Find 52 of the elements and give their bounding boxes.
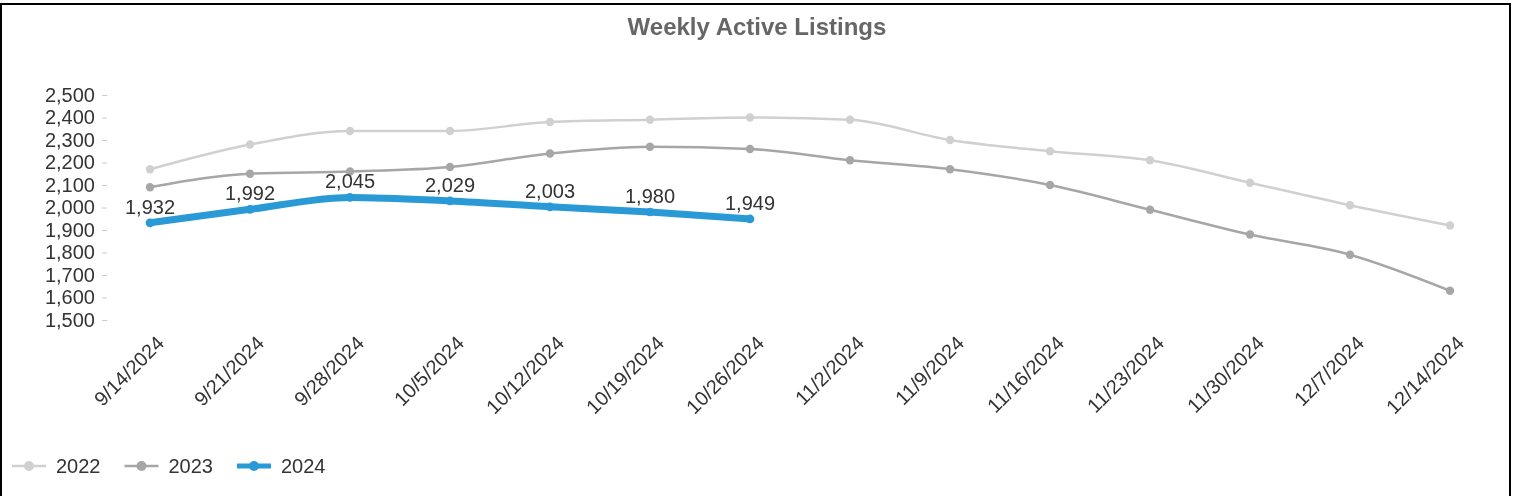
point: [545, 149, 555, 158]
point: [545, 117, 555, 127]
point: [445, 126, 455, 136]
point: [245, 140, 255, 149]
point: [945, 135, 955, 145]
point: [645, 115, 655, 124]
point: [645, 142, 655, 151]
point: [1345, 201, 1355, 210]
data-label: 1,992: [224, 182, 276, 205]
y-tick-label: 2,200: [44, 151, 95, 174]
point: [1245, 230, 1255, 239]
point: [1445, 221, 1455, 230]
legend-label: 2024: [281, 455, 326, 477]
point: [245, 204, 255, 214]
point: [1245, 178, 1255, 187]
point: [145, 165, 155, 174]
y-tick-label: 2,300: [44, 128, 95, 151]
point: [745, 144, 755, 154]
point: [445, 162, 455, 172]
point: [1345, 250, 1355, 259]
data-label: 2,029: [424, 173, 476, 196]
data-label: 1,980: [624, 185, 676, 207]
data-label: 1,932: [124, 195, 176, 218]
y-tick-label: 1,700: [44, 263, 95, 286]
y-tick-label: 1,800: [44, 241, 95, 264]
y-tick-label: 1,900: [44, 218, 95, 241]
y-tick-label: 2,500: [44, 83, 95, 106]
point: [1045, 180, 1055, 190]
y-tick-label: 2,400: [44, 106, 95, 129]
point: [245, 169, 255, 178]
point: [1045, 147, 1055, 156]
point: [345, 126, 355, 136]
legend-label: 2022: [56, 455, 101, 477]
point: [1145, 156, 1155, 165]
point: [1145, 205, 1155, 214]
data-label: 2,045: [324, 170, 376, 193]
chart-title: Weekly Active Listings: [627, 13, 887, 40]
data-label: 2,003: [524, 179, 576, 202]
y-tick-label: 2,000: [44, 196, 95, 219]
point: [345, 193, 355, 202]
y-tick-label: 1,600: [44, 286, 95, 309]
point: [845, 156, 855, 165]
point: [145, 183, 155, 192]
point: [845, 115, 855, 124]
point: [145, 218, 155, 228]
point: [745, 113, 755, 122]
legend-label: 2023: [168, 455, 213, 477]
y-tick-label: 1,500: [44, 308, 95, 331]
y-tick-label: 2,100: [44, 173, 95, 196]
data-label: 1,949: [724, 191, 776, 214]
point: [1445, 286, 1455, 295]
point: [945, 165, 955, 174]
